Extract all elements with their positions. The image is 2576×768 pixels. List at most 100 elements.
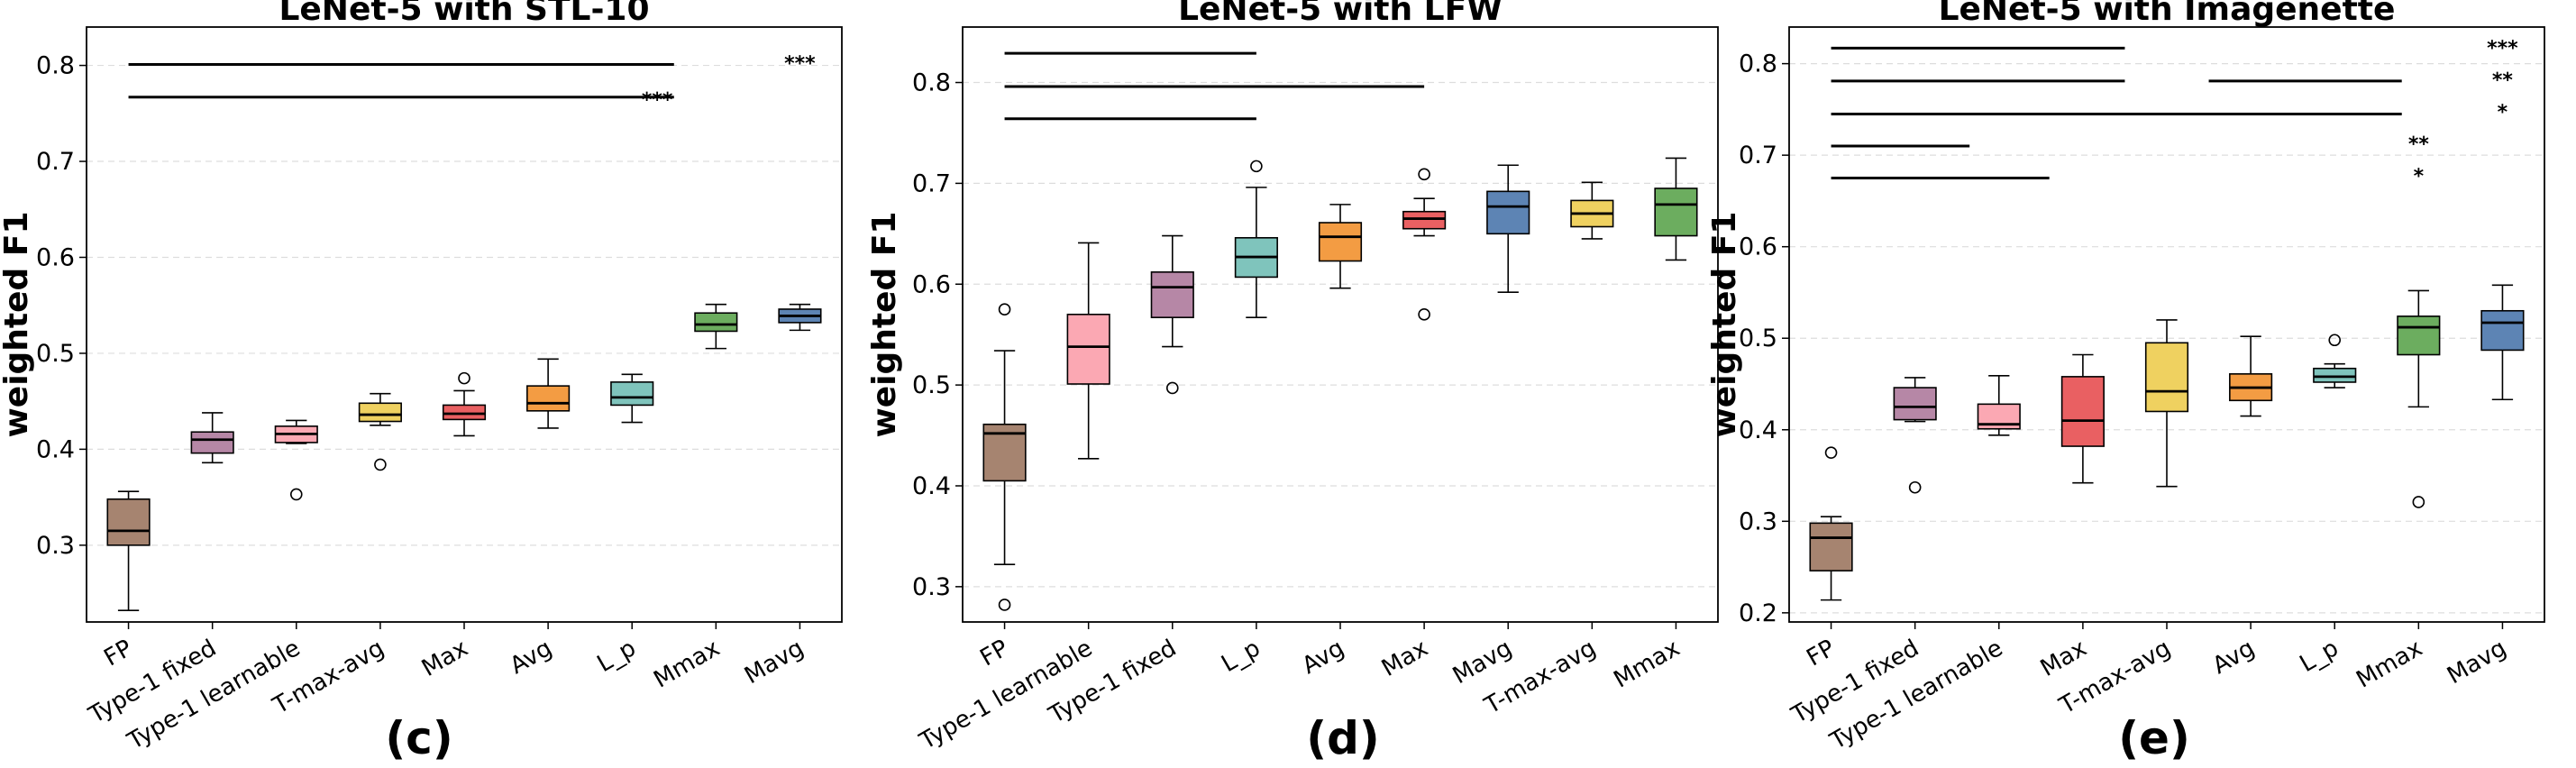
y-tick-label: 0.5 — [1739, 325, 1777, 352]
box-fp — [1809, 446, 1853, 601]
box-l-p — [610, 373, 654, 424]
box-t-max-avg — [1570, 181, 1614, 240]
box-iqr — [2397, 315, 2441, 356]
box-iqr — [442, 404, 487, 421]
y-tick-label: 0.5 — [912, 371, 951, 399]
y-tick-label: 0.4 — [36, 435, 75, 463]
x-tick-label: FP — [1803, 635, 1841, 672]
outlier-point — [1418, 168, 1430, 181]
box-type-1-learnable — [1066, 242, 1110, 460]
outlier-point — [458, 371, 470, 385]
box-mavg — [2480, 284, 2525, 401]
box-iqr — [190, 431, 234, 454]
box-type-1-learnable — [1977, 375, 2021, 436]
x-tick-label: Mmax — [649, 635, 724, 694]
outlier-point — [1165, 381, 1179, 395]
x-tick-label: Mavg — [2443, 635, 2511, 690]
box-t-max-avg — [358, 392, 402, 471]
outlier-point — [998, 599, 1011, 611]
box-iqr — [2480, 309, 2525, 352]
y-tick-label: 0.2 — [1739, 599, 1777, 627]
outlier-point — [1250, 160, 1263, 173]
x-tick-label: Mmax — [1609, 635, 1684, 694]
y-tick-label: 0.5 — [36, 340, 75, 368]
significance-stars: *** — [642, 89, 673, 112]
box-iqr — [1893, 387, 1937, 421]
box-avg — [2229, 335, 2273, 417]
box-l-p — [2313, 334, 2357, 389]
outlier-point — [2328, 334, 2342, 347]
chart-title: LeNet-5 with STL-10 — [279, 0, 649, 28]
box-iqr — [526, 385, 571, 412]
y-tick-label: 0.6 — [1739, 233, 1777, 261]
y-tick-label: 0.8 — [1739, 50, 1777, 78]
outlier-point — [1908, 480, 1922, 494]
box-avg — [526, 358, 571, 429]
significance-stars: * — [2498, 101, 2508, 123]
y-tick-label: 0.4 — [1739, 416, 1777, 444]
box-mavg — [1486, 164, 1530, 294]
box-t-max-avg — [2144, 319, 2189, 488]
y-tick-label: 0.7 — [912, 169, 951, 197]
x-tick-label: L_p — [2296, 635, 2343, 678]
box-fp — [982, 303, 1027, 611]
x-tick-label: Max — [417, 635, 473, 682]
outlier-point — [374, 458, 387, 471]
box-iqr — [1402, 210, 1447, 230]
box-iqr — [610, 381, 654, 407]
significance-stars: *** — [2487, 37, 2518, 59]
y-tick-label: 0.7 — [1739, 142, 1777, 169]
box-mmax — [694, 303, 738, 350]
box-iqr — [1318, 222, 1363, 262]
y-tick-label: 0.8 — [36, 52, 75, 80]
box-fp — [106, 490, 151, 612]
box-iqr — [1654, 187, 1698, 237]
outlier-point — [1418, 308, 1430, 321]
x-tick-label: FP — [100, 635, 138, 672]
box-iqr — [1066, 314, 1110, 385]
x-tick-label: Mavg — [740, 635, 808, 690]
outlier-point — [289, 488, 303, 501]
y-tick-label: 0.3 — [912, 573, 951, 601]
chart-title: LeNet-5 with Imagenette — [1939, 0, 2396, 28]
box-max — [1402, 168, 1447, 321]
outlier-point — [998, 303, 1011, 316]
x-tick-label: FP — [976, 635, 1014, 672]
y-axis-label: weighted F1 — [1706, 212, 1743, 438]
box-iqr — [2060, 376, 2105, 447]
significance-stars: ** — [2408, 133, 2430, 156]
box-avg — [1318, 204, 1363, 289]
box-l-p — [1234, 160, 1278, 318]
y-tick-label: 0.7 — [36, 148, 75, 176]
box-mmax — [2397, 289, 2441, 508]
box-max — [442, 371, 487, 437]
box-mmax — [1654, 157, 1698, 261]
box-iqr — [2313, 367, 2357, 383]
y-tick-label: 0.8 — [912, 69, 951, 97]
panel-label: (e) — [2118, 712, 2190, 764]
y-tick-label: 0.6 — [36, 243, 75, 271]
y-tick-label: 0.3 — [36, 532, 75, 560]
box-iqr — [1486, 190, 1530, 235]
box-iqr — [1809, 522, 1853, 571]
box-iqr — [106, 498, 151, 546]
y-axis-label: weighted F1 — [0, 212, 35, 438]
box-iqr — [358, 402, 402, 423]
significance-stars: ** — [2492, 69, 2514, 92]
box-iqr — [1150, 271, 1194, 318]
box-type-1-learnable — [274, 419, 318, 501]
box-iqr — [2144, 342, 2189, 413]
y-tick-label: 0.6 — [912, 270, 951, 298]
x-tick-label: L_p — [593, 635, 641, 678]
box-max — [2060, 353, 2105, 484]
chart-title: LeNet-5 with LFW — [1178, 0, 1503, 28]
outlier-point — [2412, 496, 2425, 508]
y-tick-label: 0.3 — [1739, 507, 1777, 535]
x-tick-label: Mmax — [2352, 635, 2426, 694]
panel-label: (d) — [1306, 712, 1380, 764]
x-tick-label: L_p — [1217, 635, 1265, 678]
y-tick-label: 0.4 — [912, 472, 951, 500]
